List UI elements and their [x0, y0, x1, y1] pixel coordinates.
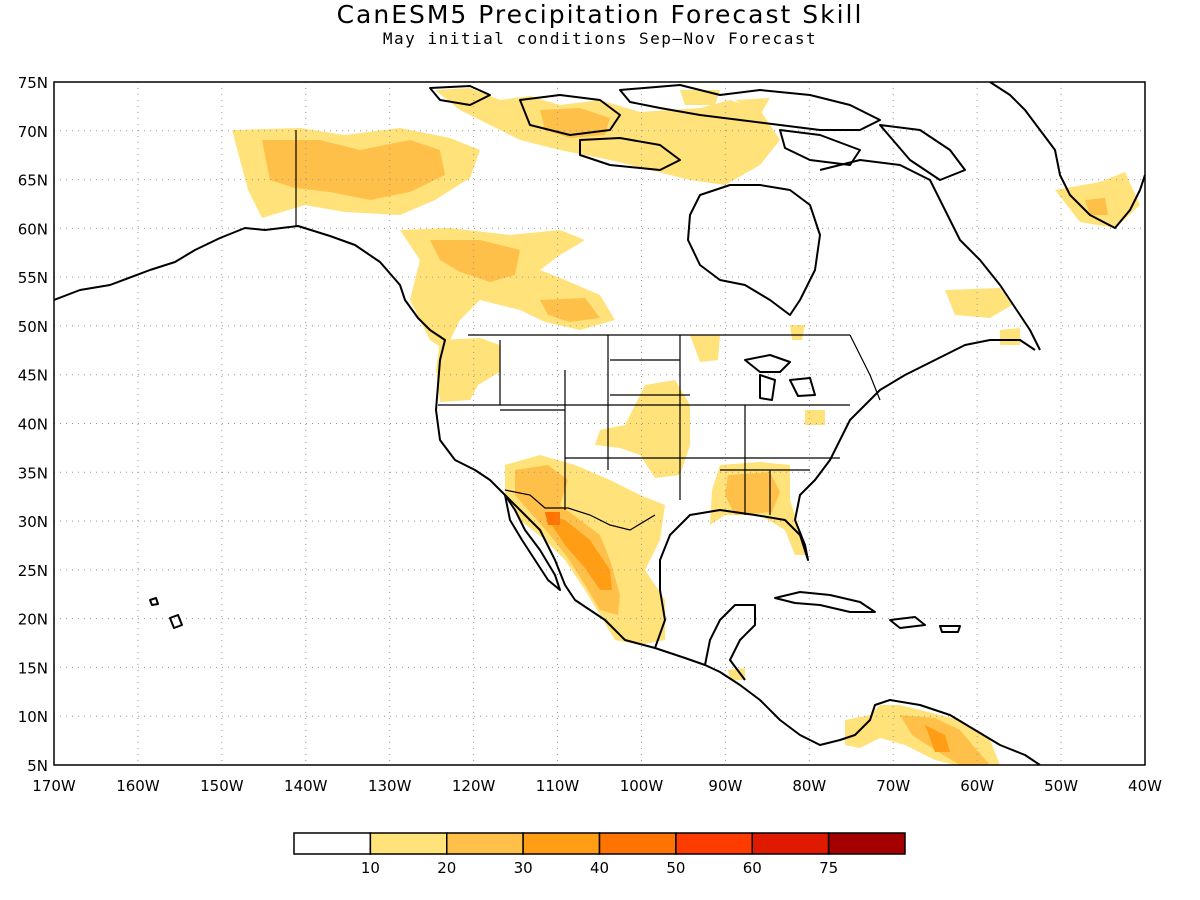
longitude-tick-label: 110W [536, 777, 580, 795]
colorbar-label: 30 [514, 859, 533, 877]
longitude-tick-label: 90W [708, 777, 742, 795]
gridlines [54, 82, 1145, 765]
colorbar-label: 50 [666, 859, 685, 877]
skill-colorbar: 10 20 30 40 50 60 75 [293, 832, 906, 877]
longitude-tick-label: 100W [620, 777, 664, 795]
colorbar-label: 20 [437, 859, 456, 877]
latitude-tick-label: 70N [18, 123, 48, 141]
latitude-tick-label: 15N [18, 659, 48, 677]
latitude-tick-label: 25N [18, 562, 48, 580]
map-frame [53, 81, 1146, 766]
longitude-tick-label: 120W [452, 777, 496, 795]
skill-shading [232, 88, 1140, 765]
longitude-tick-label: 40W [1128, 777, 1162, 795]
colorbar-swatch [598, 832, 677, 855]
latitude-tick-label: 65N [18, 172, 48, 190]
map-subtitle: May initial conditions Sep–Nov Forecast [382, 29, 818, 48]
political-borders [295, 130, 881, 531]
longitude-tick-label: 130W [368, 777, 412, 795]
colorbar-label: 75 [819, 859, 838, 877]
latitude-tick-label: 45N [18, 367, 48, 385]
colorbar-label: 60 [743, 859, 762, 877]
latitude-tick-label: 10N [18, 708, 48, 726]
colorbar-label: 10 [361, 859, 380, 877]
colorbar-label: 40 [590, 859, 609, 877]
latitude-tick-label: 20N [18, 611, 48, 629]
longitude-tick-label: 60W [960, 777, 994, 795]
colorbar-swatch [522, 832, 601, 855]
colorbar-swatch [446, 832, 524, 855]
longitude-tick-label: 160W [116, 777, 160, 795]
latitude-tick-label: 60N [18, 220, 48, 238]
latitude-tick-label: 55N [18, 269, 48, 287]
longitude-tick-label: 140W [284, 777, 328, 795]
colorbar-swatch [369, 832, 448, 855]
colorbar-swatch [827, 832, 906, 855]
longitude-labels: 170W 160W 150W 140W 130W 120W 110W 100W 90W 80W 70… [32, 777, 1162, 795]
latitude-tick-label: 40N [18, 416, 48, 434]
longitude-tick-label: 50W [1044, 777, 1078, 795]
latitude-tick-label: 75N [18, 74, 48, 92]
longitude-tick-label: 80W [792, 777, 826, 795]
latitude-labels: 75N 70N 65N 60N 55N 50N 45N 40N 35N 30N 25N 20N 15N 1… [18, 74, 48, 775]
latitude-tick-label: 30N [18, 513, 48, 531]
colorbar-swatch [293, 832, 372, 855]
latitude-tick-label: 50N [18, 318, 48, 336]
longitude-tick-label: 70W [876, 777, 910, 795]
colorbar-swatch [751, 832, 830, 855]
map-title: CanESM5 Precipitation Forecast Skill [336, 0, 864, 29]
latitude-tick-label: 35N [18, 464, 48, 482]
coastlines [54, 82, 1145, 765]
latitude-tick-label: 5N [27, 757, 48, 775]
longitude-tick-label: 170W [32, 777, 76, 795]
longitude-tick-label: 150W [200, 777, 244, 795]
colorbar-swatch [675, 832, 753, 855]
